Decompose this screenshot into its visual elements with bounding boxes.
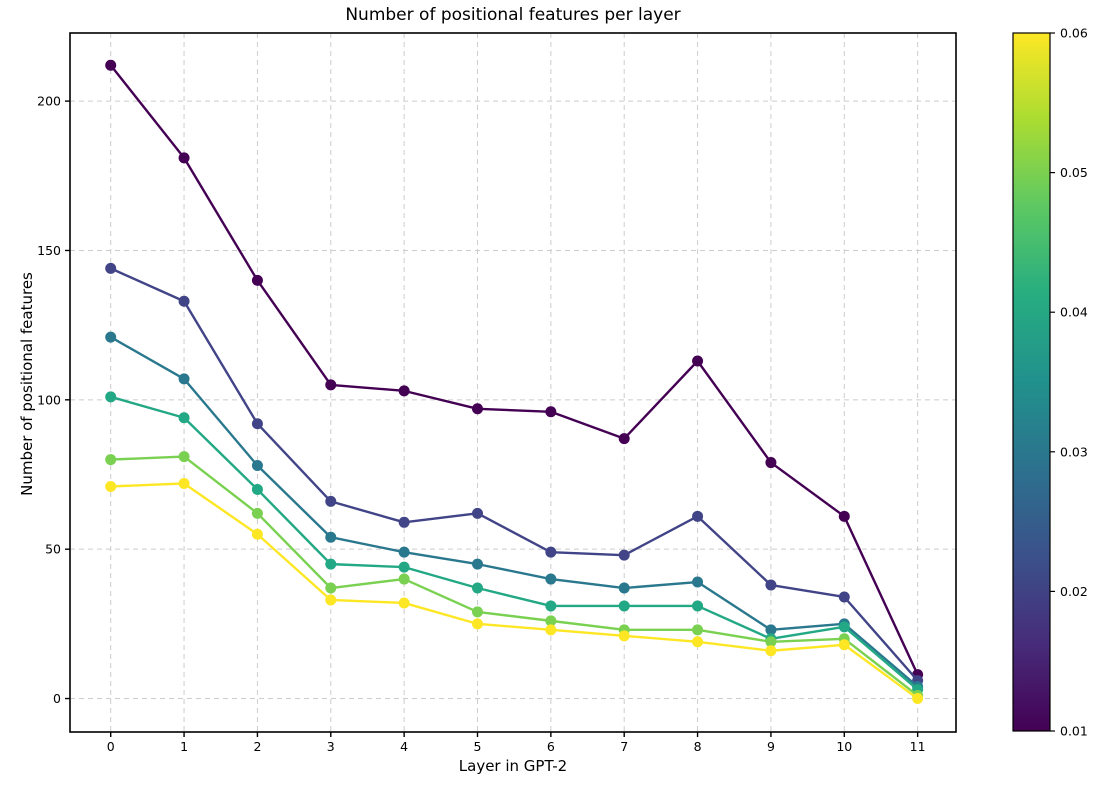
colorbar-tick-label: 0.02 xyxy=(1060,584,1088,599)
data-point-0.06 xyxy=(398,597,410,609)
data-point-0.06 xyxy=(618,630,630,642)
data-point-0.06 xyxy=(178,477,190,489)
data-point-0.03 xyxy=(178,373,190,385)
data-point-0.05 xyxy=(325,582,337,594)
data-point-0.06 xyxy=(251,528,263,540)
colorbar-tick-label: 0.03 xyxy=(1060,444,1088,459)
x-tick-label: 3 xyxy=(327,739,335,754)
y-tick-label: 0 xyxy=(53,691,61,706)
data-point-0.06 xyxy=(105,480,117,492)
colorbar-tick-label: 0.01 xyxy=(1060,724,1088,739)
data-point-0.03 xyxy=(692,576,704,588)
x-tick-label: 6 xyxy=(547,739,555,754)
data-point-0.01 xyxy=(838,510,850,522)
x-tick-label: 2 xyxy=(253,739,261,754)
y-tick-label: 200 xyxy=(37,94,61,109)
data-point-0.01 xyxy=(692,355,704,367)
series-line-0.01 xyxy=(109,64,919,676)
x-tick-label: 1 xyxy=(180,739,188,754)
plot-spines xyxy=(69,32,957,733)
data-point-0.03 xyxy=(325,531,337,543)
series-line-0.02 xyxy=(109,267,919,682)
x-tick-label: 0 xyxy=(107,739,115,754)
data-point-0.03 xyxy=(471,558,483,570)
data-point-0.04 xyxy=(398,561,410,573)
data-point-0.04 xyxy=(105,391,117,403)
data-point-0.06 xyxy=(765,645,777,657)
data-point-0.06 xyxy=(838,639,850,651)
data-point-0.02 xyxy=(398,516,410,528)
x-axis-label: Layer in GPT-2 xyxy=(458,757,568,775)
data-point-0.05 xyxy=(398,573,410,585)
x-tick-label: 10 xyxy=(836,739,852,754)
data-point-0.02 xyxy=(471,507,483,519)
x-tick-label: 5 xyxy=(474,739,482,754)
colorbar xyxy=(1012,32,1051,732)
y-tick-label: 50 xyxy=(45,542,61,557)
data-point-0.05 xyxy=(471,606,483,618)
x-tick-label: 11 xyxy=(910,739,926,754)
data-point-0.04 xyxy=(251,483,263,495)
data-point-0.04 xyxy=(618,600,630,612)
data-point-0.01 xyxy=(178,152,190,164)
data-point-0.02 xyxy=(325,495,337,507)
series-line-0.05 xyxy=(109,455,919,697)
series-line-0.06 xyxy=(109,482,919,700)
data-point-0.05 xyxy=(765,636,777,648)
x-tick-label: 4 xyxy=(400,739,408,754)
series-line-0.03 xyxy=(109,335,919,688)
data-point-0.02 xyxy=(692,510,704,522)
data-point-0.02 xyxy=(545,546,557,558)
data-point-0.01 xyxy=(251,274,263,286)
data-point-0.04 xyxy=(325,558,337,570)
data-point-0.01 xyxy=(471,403,483,415)
data-point-0.01 xyxy=(398,385,410,397)
x-tick-label: 7 xyxy=(620,739,628,754)
data-point-0.01 xyxy=(765,457,777,469)
data-point-0.03 xyxy=(251,460,263,472)
data-point-0.03 xyxy=(398,546,410,558)
data-point-0.05 xyxy=(178,451,190,463)
data-point-0.01 xyxy=(105,59,117,71)
data-point-0.05 xyxy=(545,615,557,627)
x-tick-label: 8 xyxy=(694,739,702,754)
data-point-0.04 xyxy=(692,600,704,612)
data-point-0.05 xyxy=(105,454,117,466)
series-line-0.04 xyxy=(109,395,919,691)
data-point-0.06 xyxy=(545,624,557,636)
data-point-0.01 xyxy=(545,406,557,418)
data-point-0.02 xyxy=(618,549,630,561)
colorbar-tick-label: 0.05 xyxy=(1060,165,1088,180)
data-point-0.06 xyxy=(912,693,924,705)
data-point-0.06 xyxy=(325,594,337,606)
data-point-0.04 xyxy=(471,582,483,594)
data-point-0.05 xyxy=(692,624,704,636)
y-tick-label: 100 xyxy=(37,392,61,407)
data-point-0.02 xyxy=(178,295,190,307)
data-point-0.02 xyxy=(765,579,777,591)
data-point-0.02 xyxy=(251,418,263,430)
chart-title: Number of positional features per layer xyxy=(345,5,681,25)
colorbar-tick-label: 0.04 xyxy=(1060,305,1088,320)
colorbar-tick-label: 0.06 xyxy=(1060,26,1088,41)
data-point-0.03 xyxy=(765,624,777,636)
data-point-0.05 xyxy=(251,507,263,519)
data-point-0.02 xyxy=(105,262,117,274)
data-point-0.02 xyxy=(838,591,850,603)
data-point-0.04 xyxy=(545,600,557,612)
data-point-0.03 xyxy=(618,582,630,594)
x-tick-label: 9 xyxy=(767,739,775,754)
data-point-0.03 xyxy=(545,573,557,585)
data-point-0.06 xyxy=(471,618,483,630)
data-point-0.04 xyxy=(178,412,190,424)
data-point-0.04 xyxy=(838,621,850,633)
y-tick-label: 150 xyxy=(37,243,61,258)
data-point-0.01 xyxy=(618,433,630,445)
y-axis-label: Number of positional features xyxy=(18,272,36,496)
data-point-0.01 xyxy=(325,379,337,391)
data-point-0.06 xyxy=(692,636,704,648)
data-point-0.03 xyxy=(105,331,117,343)
